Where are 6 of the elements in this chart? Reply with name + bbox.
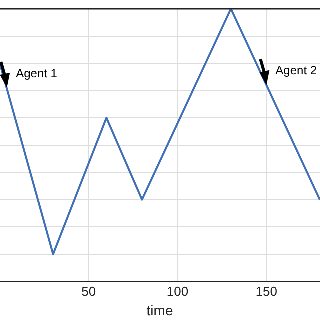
x-tick-label: 100 xyxy=(166,284,189,299)
annotation: Agent 2 xyxy=(276,64,318,78)
annotation: Agent 1 xyxy=(16,66,58,80)
x-tick-label: 50 xyxy=(82,284,96,299)
x-axis-title: time xyxy=(146,302,174,318)
x-tick-label: 150 xyxy=(256,284,278,299)
